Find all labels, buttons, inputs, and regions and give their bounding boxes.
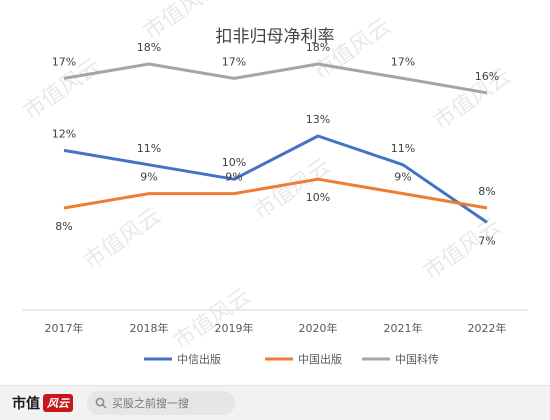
legend-label: 中信出版	[177, 352, 221, 366]
brand-badge: 风云	[43, 394, 73, 412]
data-labels: 12% 11% 10% 13% 11% 7% 8% 9% 9% 10% 9% 8% 17% 18% 17% 1…	[52, 41, 499, 247]
data-label: 10%	[306, 191, 330, 204]
data-label: 18%	[306, 41, 330, 54]
series-line	[63, 134, 488, 224]
watermark-text: 市值风云	[139, 0, 225, 45]
x-tick-labels: 2017年 2018年 2019年 2020年 2021年 2022年	[45, 321, 507, 335]
watermark-text: 市值风云	[169, 284, 255, 355]
data-label: 17%	[391, 55, 415, 68]
data-label: 8%	[55, 220, 72, 233]
brand-logo[interactable]: 市值	[12, 396, 40, 412]
x-tick-label: 2021年	[384, 321, 423, 335]
x-tick-label: 2018年	[130, 321, 169, 335]
data-label: 17%	[222, 55, 246, 68]
data-label: 16%	[475, 70, 499, 83]
x-tick-label: 2019年	[215, 321, 254, 335]
data-label: 8%	[478, 185, 495, 198]
data-label: 9%	[140, 171, 157, 184]
watermark-text: 市值风云	[419, 214, 505, 285]
search-icon	[95, 397, 107, 409]
x-tick-label: 2017年	[45, 321, 84, 335]
legend-label: 中国出版	[298, 352, 342, 366]
x-tick-label: 2022年	[468, 321, 507, 335]
series-line	[63, 177, 488, 210]
data-label: 10%	[222, 156, 246, 169]
data-label: 18%	[137, 41, 161, 54]
chart-panel: 市值风云 市值风云 市值风云 市值风云 市值风云 市值风云 市值风云 市值风云 扣非归母净利率…	[0, 0, 550, 385]
series-lines	[63, 62, 488, 224]
data-label: 9%	[225, 171, 242, 184]
legend-label: 中国科传	[395, 352, 439, 366]
data-label: 12%	[52, 127, 76, 140]
x-tick-label: 2020年	[299, 321, 338, 335]
legend: 中信出版 中国出版 中国科传	[144, 352, 439, 366]
data-label: 11%	[137, 142, 161, 155]
data-label: 11%	[391, 142, 415, 155]
chart-title: 扣非归母净利率	[216, 27, 335, 47]
data-label: 7%	[478, 234, 495, 247]
watermark-text: 市值风云	[79, 204, 165, 275]
data-label: 17%	[52, 55, 76, 68]
search-placeholder: 买股之前搜一搜	[112, 397, 189, 410]
data-label: 9%	[394, 171, 411, 184]
data-label: 13%	[306, 113, 330, 126]
footer-bar: 市值 风云 买股之前搜一搜	[0, 385, 550, 420]
watermark-text: 市值风云	[429, 64, 515, 135]
search-box[interactable]: 买股之前搜一搜	[87, 391, 235, 415]
series-line	[63, 62, 488, 95]
